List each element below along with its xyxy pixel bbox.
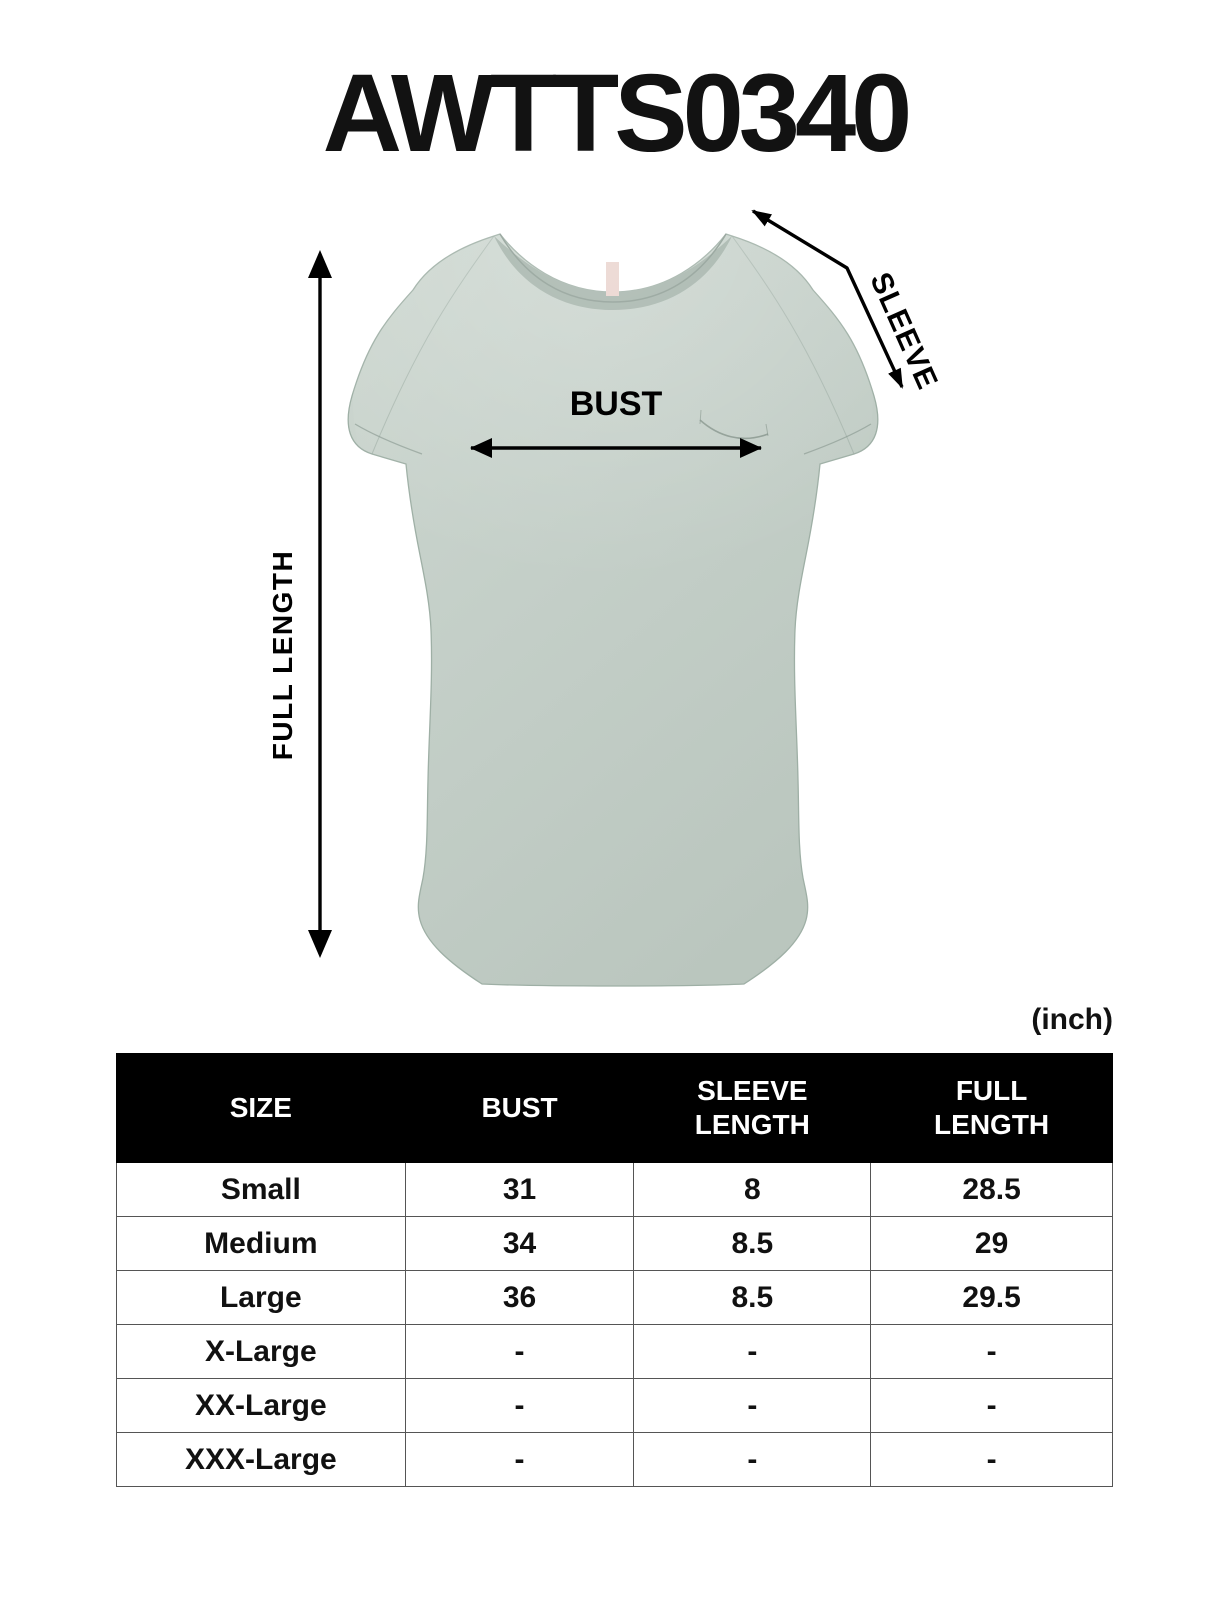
svg-text:BUST: BUST bbox=[570, 385, 663, 423]
svg-text:FULL LENGTH: FULL LENGTH bbox=[267, 550, 298, 760]
